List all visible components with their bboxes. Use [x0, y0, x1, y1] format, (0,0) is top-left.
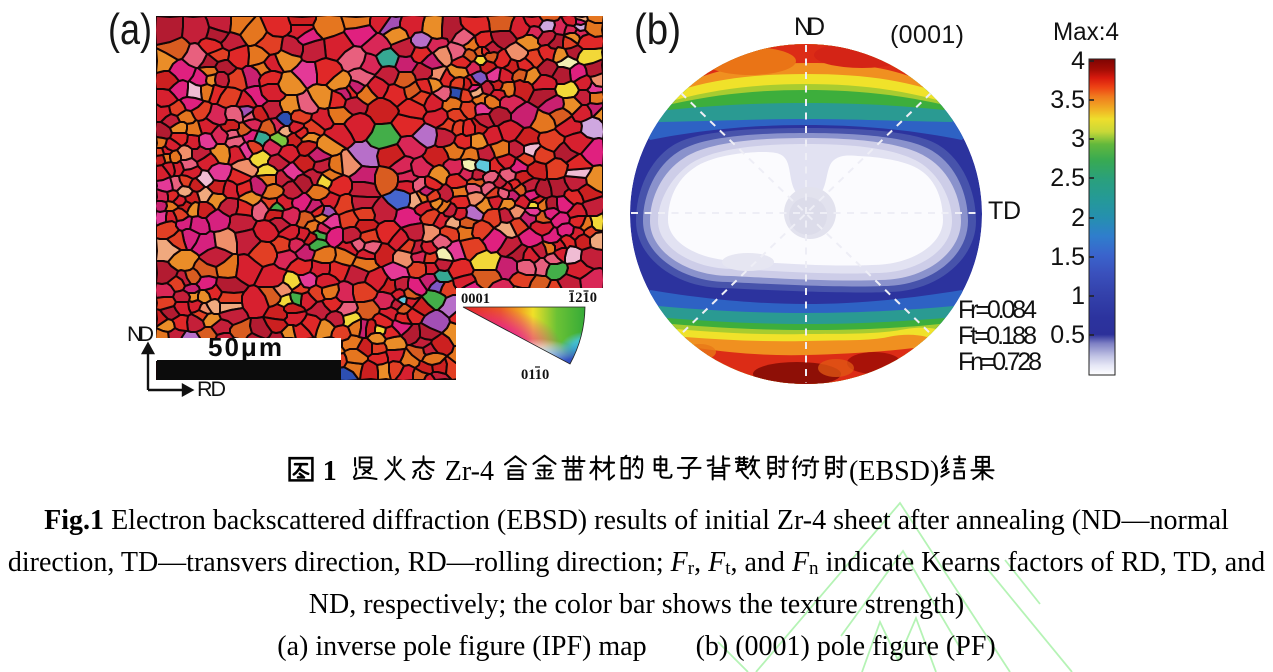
svg-text:Fn=0.728: Fn=0.728 — [958, 348, 1042, 376]
svg-text:ND: ND — [794, 13, 825, 41]
svg-text:Fr=0.084: Fr=0.084 — [958, 296, 1037, 324]
svg-text:3.5: 3.5 — [1050, 86, 1085, 114]
svg-text:(b): (b) — [634, 5, 681, 54]
svg-text:(a): (a) — [108, 5, 152, 54]
svg-text:0001: 0001 — [461, 291, 490, 307]
svg-text:4: 4 — [1071, 47, 1085, 75]
svg-text:3: 3 — [1071, 125, 1085, 153]
svg-text:50μm: 50μm — [208, 332, 284, 362]
svg-text:0110: 0110 — [521, 367, 549, 383]
svg-text:2.5: 2.5 — [1050, 164, 1085, 192]
svg-text:ND: ND — [127, 322, 154, 346]
svg-text:(0001): (0001) — [890, 21, 964, 49]
svg-text:2: 2 — [1071, 204, 1085, 232]
svg-text:Ft=0.188: Ft=0.188 — [958, 322, 1037, 350]
svg-text:1: 1 — [1071, 282, 1085, 310]
svg-text:RD: RD — [197, 377, 226, 401]
svg-text:1210: 1210 — [568, 290, 597, 306]
svg-text:0.5: 0.5 — [1050, 321, 1085, 349]
svg-text:1.5: 1.5 — [1050, 243, 1085, 271]
svg-text:Max:4: Max:4 — [1053, 18, 1119, 46]
svg-text:TD: TD — [988, 197, 1021, 225]
